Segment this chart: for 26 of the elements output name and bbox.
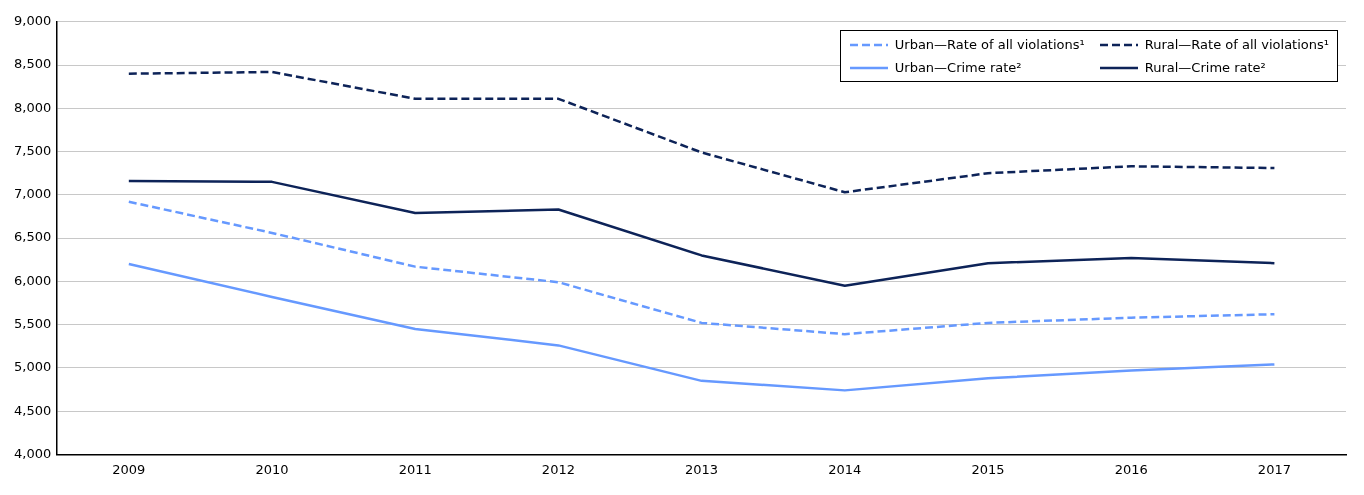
x-tick-label: 2014 [828, 461, 862, 477]
y-tick-label: 9,000 [14, 13, 52, 29]
legend-label: Urban—Rate of all violations¹ [894, 37, 1085, 52]
line-series [127, 70, 1276, 194]
legend-label: Urban—Crime rate² [894, 60, 1022, 75]
y-tick-label: 5,000 [14, 359, 52, 375]
y-tick-label: 6,000 [14, 272, 52, 288]
y-tick-label: 8,000 [14, 99, 52, 115]
line-series [127, 200, 1276, 336]
x-tick-label: 2017 [1257, 461, 1291, 477]
y-tick-label: 7,500 [14, 142, 52, 158]
legend-label: Rural—Rate of all violations¹ [1144, 37, 1329, 52]
x-tick-label: 2016 [1114, 461, 1148, 477]
x-tick-label: 2015 [971, 461, 1005, 477]
x-tick-label: 2012 [541, 461, 575, 477]
y-tick-label: 8,500 [14, 56, 52, 72]
y-tick-label: 5,500 [14, 315, 52, 331]
x-tick-label: 2009 [112, 461, 146, 477]
y-tick-label: 7,000 [14, 186, 52, 202]
x-tick-label: 2013 [685, 461, 719, 477]
legend-label: Rural—Crime rate² [1144, 60, 1266, 75]
y-tick-label: 4,000 [14, 445, 52, 461]
y-tick-label: 4,500 [14, 402, 52, 418]
y-tick-label: 6,500 [14, 229, 52, 245]
x-tick-label: 2010 [255, 461, 289, 477]
x-tick-label: 2011 [398, 461, 432, 477]
